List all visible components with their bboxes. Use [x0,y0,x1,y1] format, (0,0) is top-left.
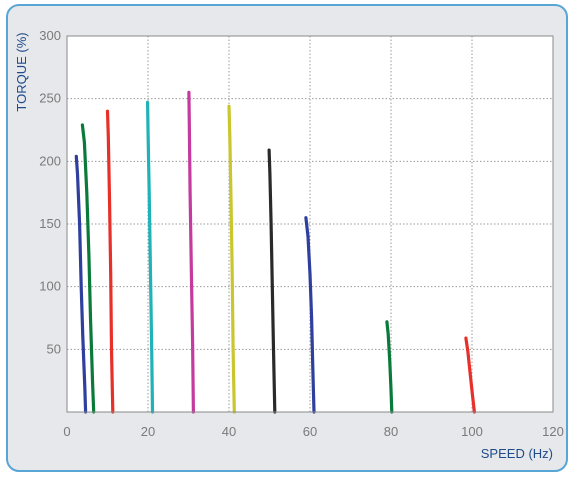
y-tick-label: 100 [39,279,61,294]
x-tick-label: 20 [141,424,155,439]
series-line-2 [80,123,96,414]
y-tick-label: 50 [47,341,61,356]
y-axis-title: TORQUE (%) [14,32,29,111]
series-line-8 [304,216,316,414]
axes [66,35,554,413]
y-tick-label: 250 [39,91,61,106]
chart-panel: 0 20 40 60 80 100 120 50 100 150 200 250 300 TORQUE … [6,4,568,472]
x-axis-title: SPEED (Hz) [481,446,553,461]
series-line-4 [146,100,155,414]
series-line-1 [74,154,88,414]
series-line-9 [385,320,394,414]
y-tick-label: 200 [39,153,61,168]
y-tick-label: 150 [39,216,61,231]
torque-speed-chart: 0 20 40 60 80 100 120 50 100 150 200 250 300 TORQUE … [14,28,564,461]
tick-labels: 0 20 40 60 80 100 120 50 100 150 200 250 300 [39,28,564,439]
x-tick-label: 80 [384,424,398,439]
series-line-6 [227,104,236,414]
x-tick-label: 100 [461,424,483,439]
x-tick-label: 120 [542,424,564,439]
x-tick-label: 0 [63,424,70,439]
x-tick-label: 40 [222,424,236,439]
series-layer [74,90,476,414]
series-line-5 [187,90,195,414]
plot-border [66,35,554,413]
series-line-7 [267,148,277,414]
series-line-3 [105,109,115,414]
y-tick-label: 300 [39,28,61,43]
series-line-10 [464,336,476,414]
x-tick-label: 60 [303,424,317,439]
